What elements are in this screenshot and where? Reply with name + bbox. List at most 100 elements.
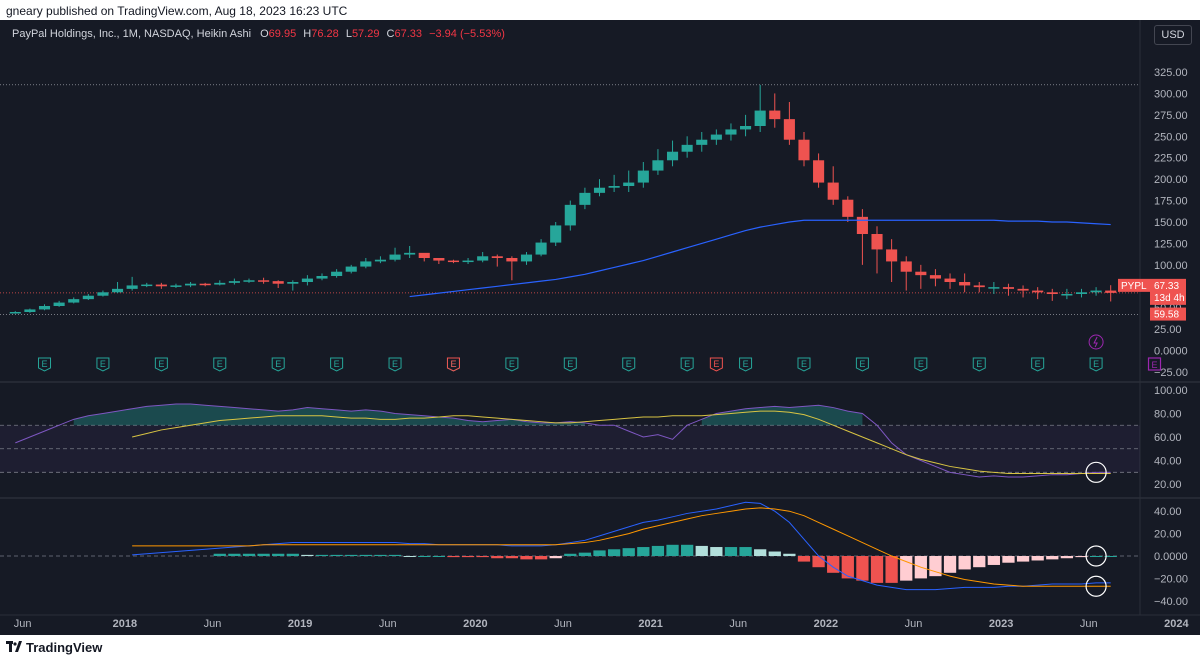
candle-body — [243, 280, 255, 282]
earnings-miss-icon: E — [709, 357, 723, 372]
time-axis-label: 2018 — [113, 618, 137, 630]
candle-body — [623, 182, 635, 186]
candle-body — [404, 252, 416, 255]
candle-body — [155, 284, 167, 287]
earnings-event-icon: E — [154, 357, 168, 372]
candle-body — [331, 271, 343, 276]
low-label: L — [345, 28, 352, 40]
rsi-overbought-fill — [701, 405, 863, 426]
open-value: 69.95 — [268, 28, 297, 40]
rsi-tick-label: 100.00 — [1154, 385, 1188, 397]
close-label: C — [386, 28, 395, 40]
candle-body — [491, 256, 503, 258]
macd-histogram-bar — [1031, 556, 1044, 561]
candle-body — [316, 276, 328, 279]
candle-body — [944, 278, 956, 282]
candle-body — [696, 139, 708, 145]
time-axis-label: 2023 — [989, 618, 1013, 630]
macd-histogram-bar — [286, 553, 299, 556]
candle-body — [725, 129, 737, 135]
candle-body — [447, 260, 460, 263]
sma-line — [409, 219, 1111, 298]
macd-histogram-bar — [812, 556, 825, 568]
earnings-event-icon: E — [972, 357, 986, 372]
macd-histogram-bar — [607, 549, 621, 556]
rsi-line — [15, 403, 1111, 478]
macd-histogram-bar — [228, 553, 241, 556]
candle-body — [374, 259, 386, 262]
svg-text:E: E — [450, 359, 456, 369]
chart-area[interactable]: 325.00 300.00 275.00 250.00 225.00 200.00 175.… — [0, 20, 1200, 635]
macd-histogram-bar — [505, 556, 519, 559]
macd-histogram-bar — [461, 556, 475, 558]
time-axis-label: Jun — [905, 618, 923, 630]
time-axis-label: Jun — [379, 618, 397, 630]
last-price-badge — [1150, 278, 1186, 305]
candle-body — [827, 182, 839, 200]
countdown-text: 13d 4h — [1154, 293, 1185, 304]
candle-body — [593, 187, 606, 193]
low-marker-badge — [1150, 307, 1186, 321]
symbol-badge — [1118, 278, 1150, 292]
candle-body — [199, 283, 211, 286]
candle-body — [798, 139, 810, 161]
rsi-tick-label: 40.00 — [1154, 456, 1182, 468]
candle-body — [1017, 288, 1029, 291]
macd-histogram-bar — [958, 556, 971, 570]
macd-histogram-bar — [768, 551, 781, 556]
macd-line — [132, 501, 1111, 591]
candle-body — [462, 260, 474, 263]
macd-signal-line — [132, 507, 1111, 587]
candle-body — [608, 186, 620, 188]
rsi-tick-label: 20.00 — [1154, 479, 1182, 491]
candle-body — [97, 292, 109, 296]
macd-histogram-bar — [491, 556, 504, 559]
candle-body — [1032, 290, 1044, 293]
open-label: O — [260, 28, 269, 40]
candle-body — [856, 216, 868, 234]
earnings-event-icon: E — [739, 357, 753, 372]
candle-body — [82, 295, 94, 300]
currency-button[interactable]: USD — [1154, 25, 1192, 45]
candle-body — [1061, 294, 1073, 296]
macd-histogram-bar — [403, 556, 416, 557]
candle-body — [477, 256, 489, 261]
candle-body — [345, 266, 357, 272]
earnings-event-icon: E — [1089, 357, 1103, 372]
time-axis-label: 2024 — [1164, 618, 1189, 630]
chart-background — [0, 20, 1200, 635]
price-tick-label: 250.00 — [1154, 131, 1188, 143]
macd-histogram-bar — [856, 556, 869, 581]
macd-histogram-bar — [870, 556, 884, 583]
svg-text:E: E — [42, 359, 48, 369]
candle-body — [24, 309, 36, 312]
macd-histogram-bar — [549, 556, 562, 559]
macd-histogram-bar — [797, 556, 811, 562]
earnings-event-icon: E — [1031, 357, 1045, 372]
macd-histogram-bar — [681, 544, 694, 556]
macd-histogram-bar — [388, 554, 402, 556]
candle-body — [710, 134, 722, 140]
macd-signal-highlight-circle — [1085, 575, 1107, 597]
macd-histogram-bar — [534, 556, 548, 560]
earnings-event-icon: E — [563, 357, 577, 372]
candle-body — [287, 282, 299, 284]
candle-body — [141, 284, 153, 287]
macd-histogram-bar — [242, 553, 256, 556]
macd-histogram-bar — [1016, 556, 1030, 562]
time-axis-label: 2019 — [288, 618, 312, 630]
time-axis-label: Jun — [1080, 618, 1098, 630]
candle-body — [871, 234, 883, 250]
macd-tick-label: 0.0000 — [1154, 551, 1188, 563]
price-tick-label: 175.00 — [1154, 196, 1188, 208]
low-value: 57.29 — [351, 28, 380, 40]
time-axis-label: Jun — [729, 618, 747, 630]
change-value: −3.94 (−5.53%) — [429, 28, 505, 40]
macd-histogram-bar — [783, 553, 796, 556]
symbol-title: PayPal Holdings, Inc., 1M, NASDAQ, Heiki… — [12, 28, 252, 40]
macd-histogram-bar — [374, 554, 387, 556]
svg-text:E: E — [1093, 359, 1099, 369]
svg-text:E: E — [684, 359, 690, 369]
macd-histogram-bar — [622, 548, 635, 556]
chart-canvas[interactable]: 325.00 300.00 275.00 250.00 225.00 200.00 175.… — [0, 20, 1200, 635]
